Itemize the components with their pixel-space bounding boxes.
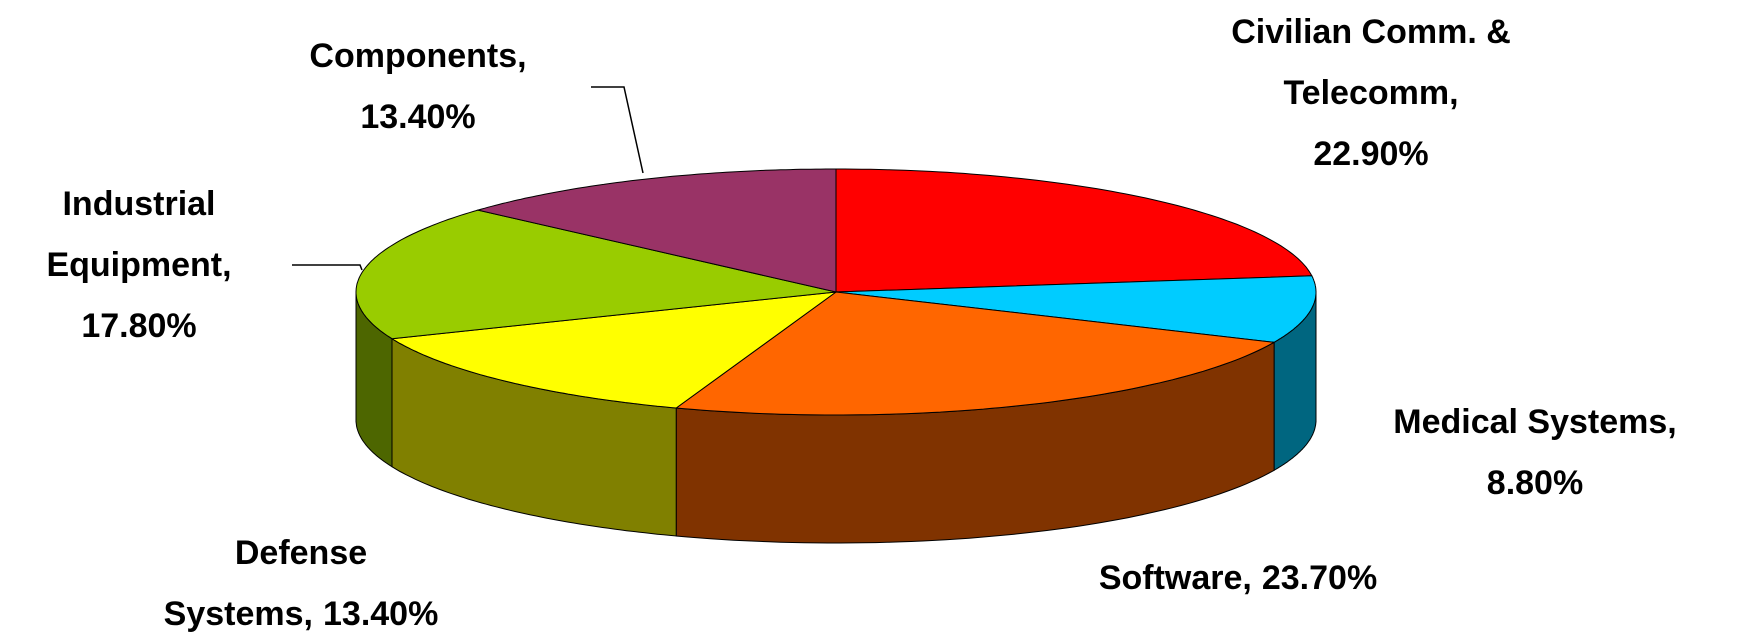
category-label: Software,	[1099, 559, 1252, 597]
slice	[390, 291, 838, 409]
category-label: Industrial Equipment,	[46, 185, 231, 284]
slice	[835, 168, 1313, 293]
slice	[475, 168, 837, 293]
leader-line	[591, 86, 644, 174]
value-label: 17.80%	[81, 307, 196, 345]
category-label: Defense Systems,	[164, 534, 367, 633]
data-label: Medical Systems, 8.80%	[1393, 403, 1676, 502]
data-label: Civilian Comm. & Telecomm, 22.90%	[1231, 13, 1511, 173]
value-label: 22.90%	[1313, 135, 1428, 173]
data-label: Defense Systems, 13.40%	[164, 534, 439, 633]
value-label: 8.80%	[1487, 464, 1583, 502]
value-label: 23.70%	[1262, 559, 1377, 597]
leader-line	[292, 264, 363, 271]
data-label: Components, 13.40%	[309, 37, 526, 136]
category-label: Medical Systems,	[1393, 403, 1676, 441]
category-label: Civilian Comm. & Telecomm,	[1231, 13, 1511, 112]
value-label: 13.40%	[323, 595, 438, 633]
slice	[835, 275, 1317, 343]
slice	[674, 291, 1276, 416]
data-label: Software, 23.70%	[1099, 559, 1377, 597]
slice	[355, 209, 837, 340]
data-label: Industrial Equipment, 17.80%	[46, 185, 231, 345]
value-label: 13.40%	[360, 98, 475, 136]
category-label: Components,	[309, 37, 526, 75]
